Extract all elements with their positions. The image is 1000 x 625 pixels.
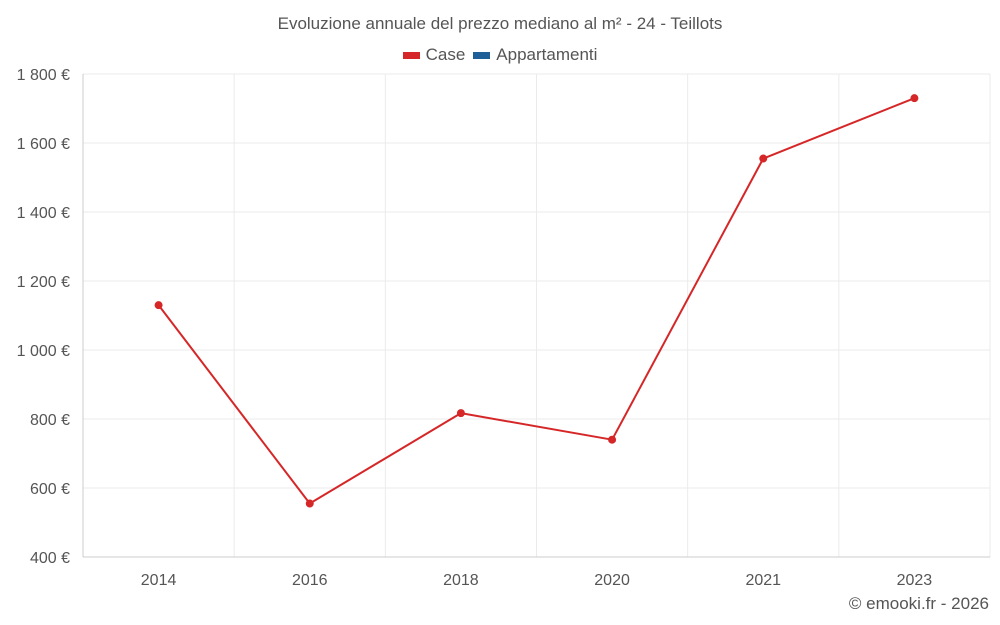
y-tick-label: 1 800 € [17, 67, 70, 84]
data-point [910, 94, 919, 103]
chart-title: Evoluzione annuale del prezzo mediano al… [277, 14, 723, 33]
data-point [608, 435, 617, 444]
x-tick-label: 2016 [292, 572, 328, 589]
legend-label-case: Case [425, 45, 466, 64]
y-tick-label: 1 000 € [17, 343, 70, 360]
series-layer [154, 94, 919, 508]
x-tick-label: 2014 [141, 572, 177, 589]
x-tick-label: 2018 [443, 572, 479, 589]
y-tick-label: 600 € [30, 481, 70, 498]
legend-swatch-appartamenti [473, 51, 491, 59]
chart-legend: Case Appartamenti [0, 45, 1000, 65]
series-line-case [157, 97, 915, 505]
y-tick-label: 400 € [30, 550, 70, 567]
tick-labels: 400 € 600 € 800 € 1 000 € 1 200 € 1 400 € 1 60… [17, 67, 933, 589]
credit-text: © emooki.fr - 2026 [848, 594, 989, 613]
legend-swatch-case [402, 51, 420, 59]
data-point [305, 499, 314, 508]
y-tick-label: 1 200 € [17, 274, 70, 291]
grid-lines [83, 73, 991, 557]
legend-label-appartamenti: Appartamenti [496, 45, 598, 64]
x-tick-label: 2020 [594, 572, 630, 589]
data-point [154, 301, 163, 310]
data-point [759, 154, 768, 163]
legend-item-appartamenti[interactable]: Appartamenti [473, 45, 597, 65]
y-tick-label: 1 400 € [17, 205, 70, 222]
y-tick-label: 800 € [30, 412, 70, 429]
x-tick-label: 2023 [897, 572, 933, 589]
y-tick-label: 1 600 € [17, 136, 70, 153]
axes [82, 74, 990, 558]
data-point [456, 409, 465, 418]
legend-item-case[interactable]: Case [402, 45, 466, 65]
x-tick-label: 2021 [745, 572, 781, 589]
